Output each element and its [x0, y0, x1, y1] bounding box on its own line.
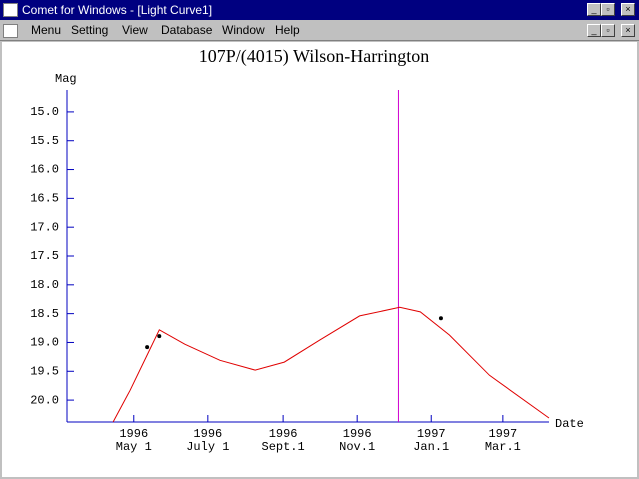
observation-point [145, 345, 150, 350]
menu-item[interactable]: Setting [71, 23, 109, 37]
x-tick-label: 1997 [417, 427, 446, 441]
x-tick-label: July 1 [186, 440, 229, 454]
menu-item[interactable]: Menu [31, 23, 62, 37]
y-tick-label: 15.5 [30, 134, 59, 148]
doc-icon[interactable] [3, 24, 18, 38]
y-tick-label: 19.5 [30, 364, 59, 378]
app-icon [3, 3, 18, 17]
x-tick-label: 1997 [488, 427, 517, 441]
y-tick-label: 17.0 [30, 220, 59, 234]
doc-close[interactable]: × [621, 24, 635, 37]
menu-item[interactable]: View [122, 23, 148, 37]
light-curve [112, 306, 550, 423]
y-tick-label: 19.0 [30, 336, 59, 350]
x-tick-label: Sept.1 [262, 440, 305, 454]
y-tick-label: 16.5 [30, 192, 59, 206]
x-tick-label: May 1 [116, 440, 152, 454]
x-tick-label: 1996 [269, 427, 298, 441]
client-area: 107P/(4015) Wilson-Harrington Mag Date 15.0… [2, 42, 637, 477]
y-tick-label: 16.0 [30, 163, 59, 177]
close-button[interactable]: × [621, 3, 635, 16]
y-tick-label: 20.0 [30, 393, 59, 407]
chart-title: 107P/(4015) Wilson-Harrington [199, 46, 429, 67]
chart: 107P/(4015) Wilson-Harrington Mag Date 15.0… [30, 46, 584, 454]
menu-item[interactable]: Database [161, 23, 213, 37]
doc-minimize[interactable]: _ [587, 24, 601, 37]
menu-bar: _ ▫ × Menu Setting View Database Window Help [0, 20, 639, 41]
menu-item[interactable]: Help [275, 23, 300, 37]
x-tick-label: 1996 [193, 427, 222, 441]
x-tick-label: Mar.1 [485, 440, 521, 454]
x-tick-label: 1996 [119, 427, 148, 441]
window-title: Comet for Windows - [Light Curve1] [22, 3, 213, 17]
y-tick-label: 17.5 [30, 249, 59, 263]
x-axis-label: Date [555, 417, 584, 431]
observation-point [157, 334, 162, 339]
menu-item[interactable]: Window [222, 23, 265, 37]
x-tick-label: 1996 [343, 427, 372, 441]
x-tick-label: Jan.1 [413, 440, 449, 454]
y-tick-label: 18.0 [30, 278, 59, 292]
title-bar: Comet for Windows - [Light Curve1] _ ▫ × [0, 0, 639, 20]
doc-restore[interactable]: ▫ [601, 24, 615, 37]
x-tick-label: Nov.1 [339, 440, 375, 454]
minimize-button[interactable]: _ [587, 3, 601, 16]
y-tick-label: 15.0 [30, 105, 59, 119]
restore-button[interactable]: ▫ [601, 3, 615, 16]
y-tick-label: 18.5 [30, 307, 59, 321]
y-axis-label: Mag [55, 72, 77, 86]
observation-point [438, 316, 443, 321]
